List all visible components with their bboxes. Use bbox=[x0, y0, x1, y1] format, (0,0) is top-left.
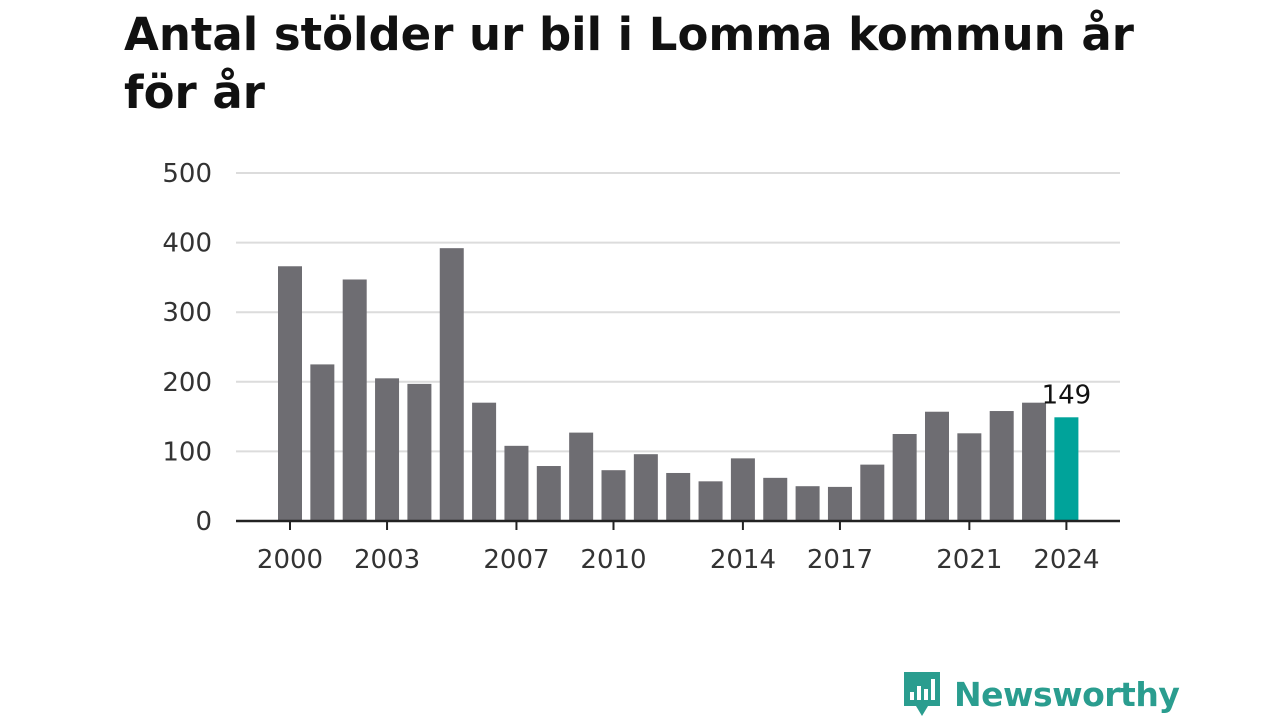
bar-2024 bbox=[1054, 417, 1079, 521]
bar-2019 bbox=[892, 434, 917, 521]
grid-lines bbox=[236, 172, 1120, 453]
bar-2011 bbox=[633, 454, 658, 521]
bar-2020 bbox=[925, 411, 949, 521]
bar-2006 bbox=[472, 402, 497, 521]
bar-2008 bbox=[536, 466, 561, 521]
bars bbox=[278, 248, 1079, 521]
x-tick-label: 2003 bbox=[354, 545, 420, 575]
bar-2012 bbox=[666, 472, 691, 521]
x-tick-label: 2007 bbox=[483, 545, 549, 575]
bar-chart: 0 100 200 300 400 500 2000 2003 2007 2010 2014 201… bbox=[162, 159, 1120, 575]
x-tick-label: 2021 bbox=[936, 545, 1002, 575]
bar-2013 bbox=[698, 481, 723, 521]
data-label-2024: 149 bbox=[1042, 380, 1092, 410]
bar-2016 bbox=[795, 486, 820, 521]
y-tick-label: 200 bbox=[162, 368, 212, 398]
bar-2010 bbox=[601, 470, 626, 521]
bar-2022 bbox=[989, 411, 1014, 521]
y-tick-label: 300 bbox=[162, 298, 212, 328]
bar-2002 bbox=[342, 279, 367, 521]
x-axis-labels: 2000 2003 2007 2010 2014 2017 2021 2024 bbox=[257, 521, 1099, 575]
logo-text: Newsworthy bbox=[954, 674, 1180, 714]
bar-2014 bbox=[730, 458, 755, 521]
newsworthy-logo: Newsworthy bbox=[902, 670, 1180, 718]
bar-2009 bbox=[569, 432, 594, 521]
bar-2005 bbox=[439, 248, 464, 521]
y-tick-label: 400 bbox=[162, 229, 212, 259]
y-tick-label: 500 bbox=[162, 159, 212, 189]
y-tick-label: 0 bbox=[195, 507, 212, 537]
y-axis-labels: 0 100 200 300 400 500 bbox=[162, 159, 212, 537]
bar-2003 bbox=[375, 378, 400, 521]
x-tick-label: 2024 bbox=[1033, 545, 1099, 575]
chart-title: Antal stölder ur bil i Lomma kommun år f… bbox=[124, 8, 1134, 119]
bar-2021 bbox=[957, 433, 982, 521]
bar-2017 bbox=[827, 486, 852, 521]
y-tick-label: 100 bbox=[162, 437, 212, 467]
bar-2018 bbox=[860, 464, 885, 521]
bar-2007 bbox=[504, 445, 529, 521]
bar-2015 bbox=[763, 477, 788, 521]
x-tick-label: 2010 bbox=[580, 545, 646, 575]
x-tick-label: 2014 bbox=[710, 545, 776, 575]
bar-2000 bbox=[278, 266, 302, 521]
bar-2023 bbox=[1022, 402, 1047, 521]
x-tick-label: 2000 bbox=[257, 545, 323, 575]
bar-2001 bbox=[310, 364, 335, 521]
bar-2004 bbox=[407, 383, 432, 521]
newsworthy-logo-icon bbox=[904, 672, 940, 716]
x-tick-label: 2017 bbox=[807, 545, 873, 575]
